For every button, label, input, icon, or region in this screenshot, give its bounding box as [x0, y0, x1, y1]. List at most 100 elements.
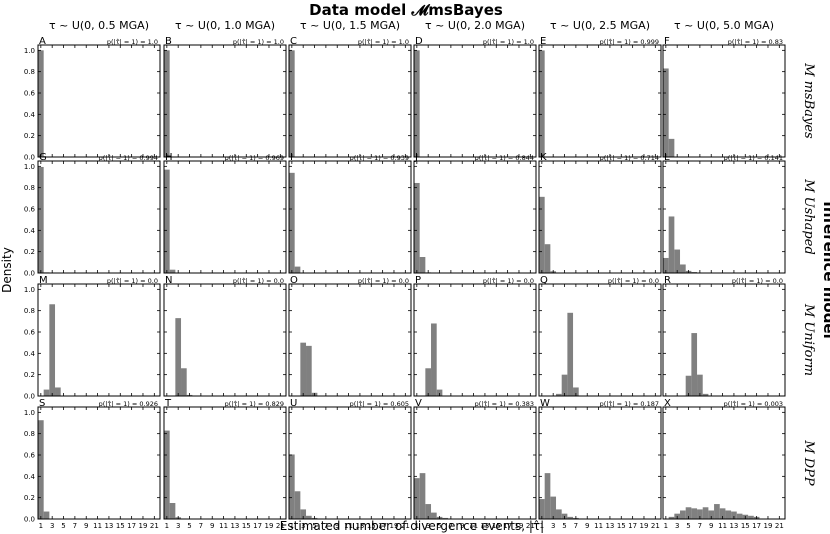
panel-annotation: p(|τ̂| = 1) = 0.0 — [107, 277, 158, 285]
x-tick-label: 11 — [219, 522, 228, 530]
panel-letter: K — [540, 152, 547, 163]
x-tick-label: 9 — [585, 522, 589, 530]
x-tick-label: 11 — [594, 522, 603, 530]
panel-letter: V — [415, 398, 422, 409]
x-tick-label: 21 — [526, 522, 535, 530]
panel-annotation: p(|τ̂| = 1) = 0.0 — [358, 277, 409, 285]
bar-V-3 — [425, 504, 432, 519]
bar-V-2 — [419, 473, 426, 519]
x-tick-label: 1 — [415, 522, 419, 530]
panel-letter: O — [290, 275, 298, 286]
x-tick-label: 7 — [324, 522, 328, 530]
bar-P-4 — [431, 323, 437, 396]
panel-annotation: p(|τ̂| = 1) = 0.999 — [600, 38, 659, 46]
bar-K-2 — [544, 244, 551, 273]
bar-E-1 — [539, 50, 545, 157]
bar-V-6 — [442, 517, 449, 519]
x-tick-label: 19 — [640, 522, 649, 530]
panel-frame — [288, 44, 412, 158]
column-header-5: τ ~ U(0, 5.0 MGA) — [674, 19, 774, 32]
x-tick-label: 7 — [449, 522, 453, 530]
bar-X-10 — [714, 504, 720, 519]
y-tick-label: 0.0 — [24, 270, 35, 278]
panel-letter: H — [165, 152, 173, 163]
x-axis-label: Estimated number of divergence events, |… — [280, 519, 544, 533]
bar-Q-4 — [556, 393, 562, 396]
panel-frame — [163, 283, 287, 397]
panel-letter: J — [414, 152, 418, 163]
panel-annotation: p(|τ̂| = 1) = 0.605 — [350, 400, 409, 408]
bar-G-1 — [38, 166, 44, 273]
bar-M-3 — [49, 304, 56, 396]
panel-annotation: p(|τ̂| = 1) = 0.994 — [99, 154, 158, 162]
panel-annotation: p(|τ̂| = 1) = 0.0 — [483, 277, 534, 285]
bar-L-2 — [668, 216, 675, 273]
panel-annotation: p(|τ̂| = 1) = 0.141 — [724, 154, 783, 162]
bar-X-9 — [708, 510, 715, 519]
x-tick-label: 5 — [437, 522, 441, 530]
panel-frame — [538, 160, 662, 274]
bar-J-1 — [414, 182, 420, 273]
x-tick-label: 13 — [355, 522, 364, 530]
inference-model-label: Inference model — [820, 201, 830, 338]
panel-frame — [413, 283, 537, 397]
panel-annotation: p(|τ̂| = 1) = 1.0 — [107, 38, 158, 46]
bar-X-6 — [691, 508, 698, 519]
bar-F-1 — [663, 68, 669, 157]
panel-annotation: p(|τ̂| = 1) = 0.0 — [608, 277, 659, 285]
row-label-3: M DPP — [801, 439, 816, 486]
y-tick-label: 0.6 — [24, 452, 36, 460]
y-tick-label: 1.0 — [24, 286, 35, 294]
x-tick-label: 21 — [276, 522, 285, 530]
bar-S-2 — [43, 511, 50, 519]
x-tick-label: 5 — [312, 522, 316, 530]
row-label-2: M Uniform — [801, 303, 816, 376]
panel-frame — [37, 44, 161, 158]
y-tick-label: 0.6 — [24, 206, 36, 214]
x-tick-label: 15 — [741, 522, 750, 530]
y-tick-label: 0.0 — [24, 393, 35, 401]
panel-frame — [538, 283, 662, 397]
y-tick-label: 1.0 — [24, 163, 35, 171]
bar-Q-5 — [561, 374, 568, 396]
column-headers: τ ~ U(0, 0.5 MGA) τ ~ U(0, 1.0 MGA) τ ~ U(… — [49, 19, 774, 32]
bar-X-14 — [736, 513, 743, 519]
bar-M-4 — [55, 387, 61, 396]
column-header-3: τ ~ U(0, 2.0 MGA) — [425, 19, 525, 32]
x-tick-label: 11 — [469, 522, 478, 530]
y-tick-label: 0.8 — [24, 184, 35, 192]
x-tick-label: 9 — [335, 522, 339, 530]
x-tick-label: 13 — [729, 522, 738, 530]
panel-annotation: p(|τ̂| = 1) = 1.0 — [483, 38, 534, 46]
panel-annotation: p(|τ̂| = 1) = 0.926 — [99, 400, 158, 408]
x-tick-label: 17 — [752, 522, 761, 530]
panel-annotation: p(|τ̂| = 1) = 0.003 — [724, 400, 783, 408]
x-tick-label: 9 — [84, 522, 88, 530]
bar-R-8 — [702, 393, 709, 396]
panel-frame — [37, 406, 161, 520]
x-tick-label: 9 — [460, 522, 464, 530]
x-tick-label: 3 — [551, 522, 555, 530]
figure-title-text: Data model 𝓜msBayes — [309, 1, 503, 19]
panel-letter: R — [664, 275, 671, 286]
x-tick-label: 7 — [199, 522, 203, 530]
panel-frame — [163, 160, 287, 274]
bar-A-1 — [38, 50, 44, 158]
column-header-4: τ ~ U(0, 2.5 MGA) — [550, 19, 650, 32]
x-tick-label: 15 — [367, 522, 376, 530]
x-tick-label: 11 — [344, 522, 353, 530]
bar-T-2 — [169, 503, 176, 519]
panel-annotation: p(|τ̂| = 1) = 1.0 — [233, 38, 284, 46]
